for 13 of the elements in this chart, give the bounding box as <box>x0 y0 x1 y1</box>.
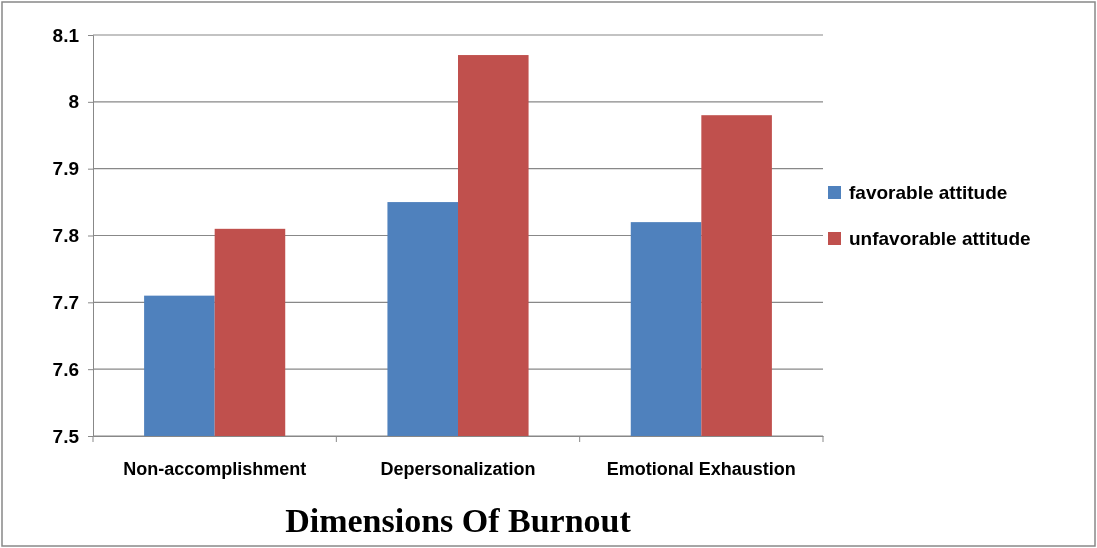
x-tick-label: Emotional Exhaustion <box>606 459 796 479</box>
legend-label: unfavorable attitude <box>849 228 1031 249</box>
x-tick-label: Non-accomplishment <box>123 459 307 479</box>
y-tick-label: 7.7 <box>52 291 79 313</box>
y-tick-label: 7.8 <box>52 225 79 247</box>
legend-label: favorable attitude <box>849 182 1008 203</box>
y-tick-label: 7.6 <box>52 358 79 380</box>
y-tick-label: 7.5 <box>52 425 80 447</box>
y-tick-label: 8.1 <box>52 24 80 46</box>
y-tick-label: 8 <box>68 91 79 113</box>
y-tick-label: 7.9 <box>52 158 79 180</box>
x-tick-label: Depersonalization <box>380 459 536 479</box>
x-axis-title: Dimensions Of Burnout <box>285 502 632 539</box>
